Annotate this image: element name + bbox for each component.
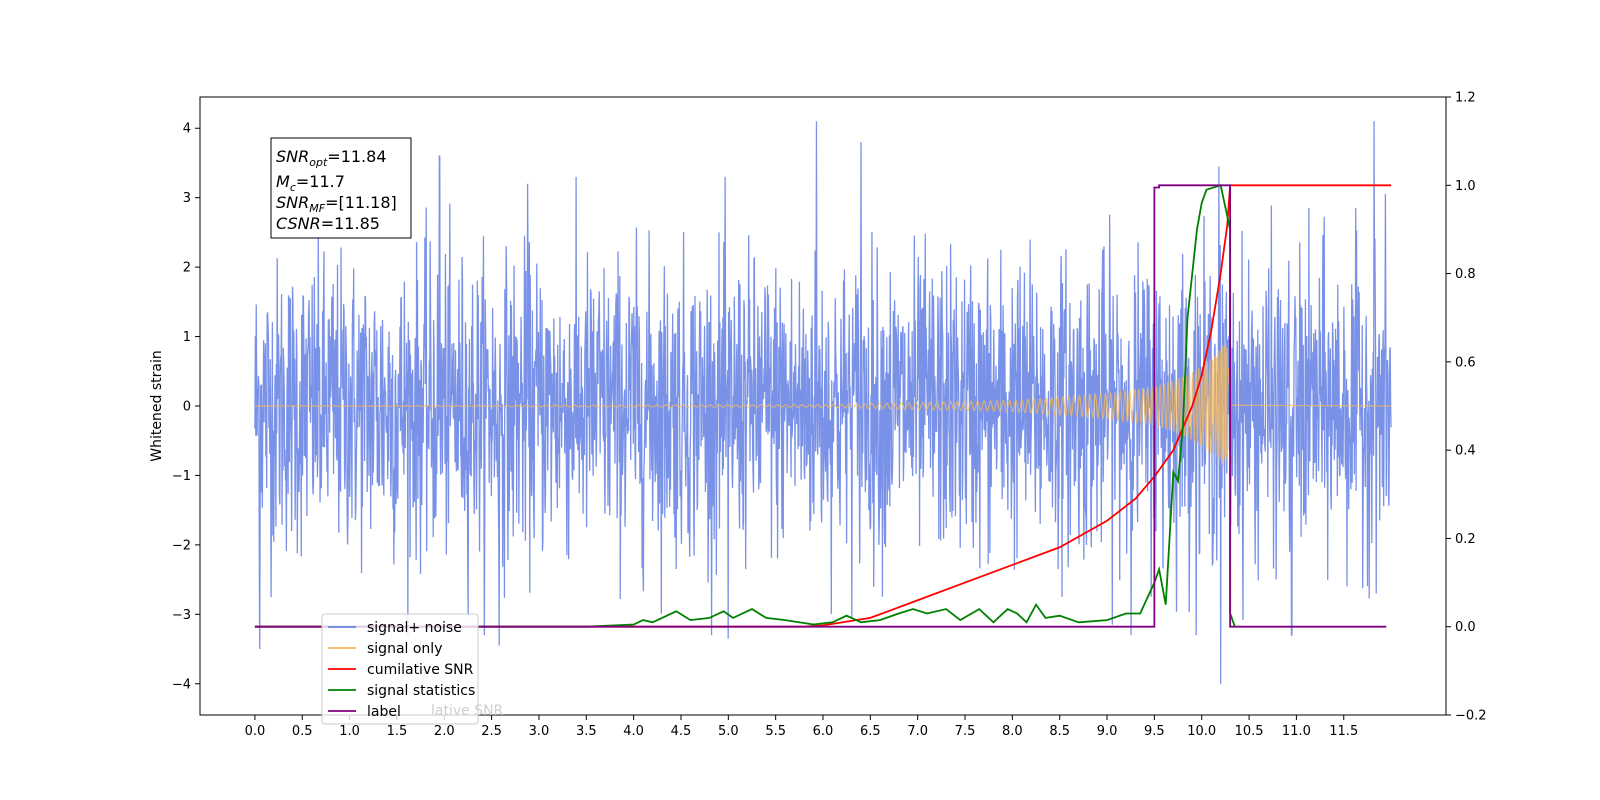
legend-label: signal statistics [367, 683, 475, 699]
y-left-tick-label: −3 [172, 608, 191, 623]
x-tick-label: 9.0 [1097, 724, 1118, 739]
x-tick-label: 3.5 [576, 724, 597, 739]
y-right-tick-label: −0.2 [1455, 709, 1487, 724]
y-axis-label: Whitened strain [149, 350, 165, 461]
x-tick-label: 9.5 [1144, 724, 1165, 739]
legend-label: signal only [367, 641, 442, 657]
y-left-tick-label: 2 [183, 261, 191, 276]
x-tick-label: 11.0 [1282, 724, 1311, 739]
legend: lative SNR signal+ noise signal only cumil… [321, 613, 504, 725]
y-right-tick-label: 1.0 [1455, 179, 1476, 194]
y-left-tick-label: −1 [172, 469, 191, 484]
y-right-tick-label: 0.8 [1455, 267, 1476, 282]
y-left-tick-label: 0 [183, 400, 191, 415]
y-right-tick-label: 1.2 [1455, 91, 1476, 106]
x-tick-label: 11.5 [1329, 724, 1358, 739]
x-tick-label: 4.5 [671, 724, 692, 739]
x-tick-label: 8.5 [1049, 724, 1070, 739]
legend-items: signal+ noise signal only cumilative SNR si… [328, 620, 475, 720]
x-tick-label: 5.0 [718, 724, 739, 739]
series-signal-only [254, 342, 1392, 467]
x-tick-label: 6.5 [860, 724, 881, 739]
x-tick-label: 2.5 [481, 724, 502, 739]
series-signal-statistics [254, 184, 1236, 628]
stats-annotation: SNRopt=11.84 Mc=11.7 SNRMF=[11.18] CSNR=… [270, 137, 412, 239]
annotation-snr-mf: SNRMF=[11.18] [276, 193, 397, 215]
legend-ghost-text: lative SNR [431, 703, 504, 719]
y-left-tick-label: −4 [172, 677, 191, 692]
x-tick-label: 6.0 [813, 724, 834, 739]
x-tick-label: 10.5 [1235, 724, 1264, 739]
y-left-tick-label: 4 [183, 122, 191, 137]
plot-series [254, 121, 1392, 684]
x-tick-label: 1.5 [387, 724, 408, 739]
series-cumilative-snr [254, 184, 1392, 628]
annotation-csnr: CSNR=11.85 [276, 214, 380, 233]
series-label [254, 184, 1387, 628]
x-tick-label: 3.0 [529, 724, 550, 739]
legend-label: signal+ noise [367, 620, 462, 636]
y-right-tick-label: 0.0 [1455, 620, 1476, 635]
y-right-tick-label: 0.2 [1455, 532, 1476, 547]
x-tick-label: 4.0 [623, 724, 644, 739]
y-axis-right: −0.2 0.0 0.2 0.4 0.6 0.8 1.0 1.2 [1446, 91, 1487, 724]
y-left-tick-label: 3 [183, 191, 191, 206]
annotation-box [270, 137, 412, 239]
y-right-tick-label: 0.4 [1455, 444, 1476, 459]
x-tick-label: 7.0 [907, 724, 928, 739]
x-tick-label: 2.0 [434, 724, 455, 739]
y-axis-left: −4 −3 −2 −1 0 1 2 3 4 [172, 122, 200, 692]
x-tick-label: 10.0 [1187, 724, 1216, 739]
series-signal-plus-noise [254, 121, 1392, 684]
y-left-tick-label: −2 [172, 538, 191, 553]
x-tick-label: 0.0 [245, 724, 266, 739]
annotation-snr-opt: SNRopt=11.84 [276, 147, 387, 169]
x-tick-label: 5.5 [765, 724, 786, 739]
legend-box [321, 613, 479, 725]
y-right-tick-label: 0.6 [1455, 355, 1476, 370]
x-tick-label: 1.0 [339, 724, 360, 739]
x-tick-label: 8.0 [1002, 724, 1023, 739]
x-axis: 0.0 0.5 1.0 1.5 2.0 2.5 3.0 3.5 4.0 4.5 5.0 5.5 6.0 6… [245, 715, 1358, 739]
y-left-tick-label: 1 [183, 330, 191, 345]
x-tick-label: 7.5 [955, 724, 976, 739]
legend-label: cumilative SNR [367, 662, 474, 678]
x-tick-label: 0.5 [292, 724, 313, 739]
annotation-mc: Mc=11.7 [276, 172, 345, 194]
legend-label: label [367, 704, 401, 720]
